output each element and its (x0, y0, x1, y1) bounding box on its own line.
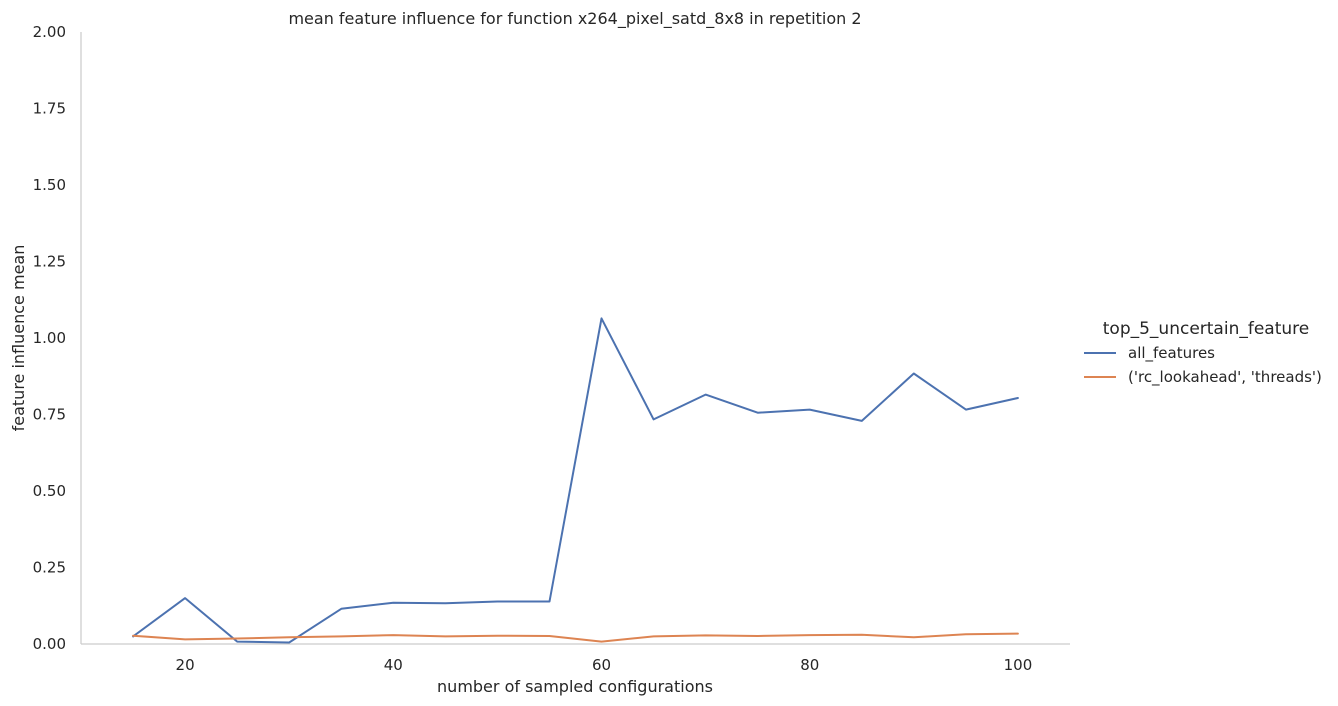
legend-label-2: ('rc_lookahead', 'threads') (1128, 368, 1322, 387)
y-axis-title: feature influence mean (9, 245, 28, 432)
x-tick-label: 20 (176, 656, 195, 674)
x-tick-labels: 20 40 60 80 100 (176, 656, 1033, 674)
y-tick-label: 1.75 (33, 100, 66, 118)
y-tick-label: 0.75 (33, 406, 66, 424)
legend: top_5_uncertain_feature all_features ('rc… (1084, 319, 1322, 387)
chart-title: mean feature influence for function x264… (288, 9, 861, 29)
legend-label-1: all_features (1128, 344, 1215, 363)
x-axis-title: number of sampled configurations (437, 677, 713, 696)
y-tick-label: 1.50 (33, 176, 66, 194)
series-lines (132, 317, 1019, 644)
y-tick-label: 1.25 (33, 253, 66, 271)
y-tick-label: 2.00 (33, 23, 66, 41)
series-line-1 (132, 317, 1019, 644)
legend-title: top_5_uncertain_feature (1103, 319, 1309, 339)
y-tick-label: 0.25 (33, 559, 66, 577)
series-line-2 (132, 632, 1019, 643)
y-tick-label: 1.00 (33, 329, 66, 347)
x-tick-label: 40 (384, 656, 403, 674)
y-tick-labels: 0.00 0.25 0.50 0.75 1.00 1.25 1.50 1.75 2.00 (33, 23, 66, 653)
x-tick-label: 80 (800, 656, 819, 674)
y-tick-label: 0.50 (33, 482, 66, 500)
x-tick-label: 60 (592, 656, 611, 674)
x-tick-label: 100 (1004, 656, 1033, 674)
y-tick-label: 0.00 (33, 635, 66, 653)
